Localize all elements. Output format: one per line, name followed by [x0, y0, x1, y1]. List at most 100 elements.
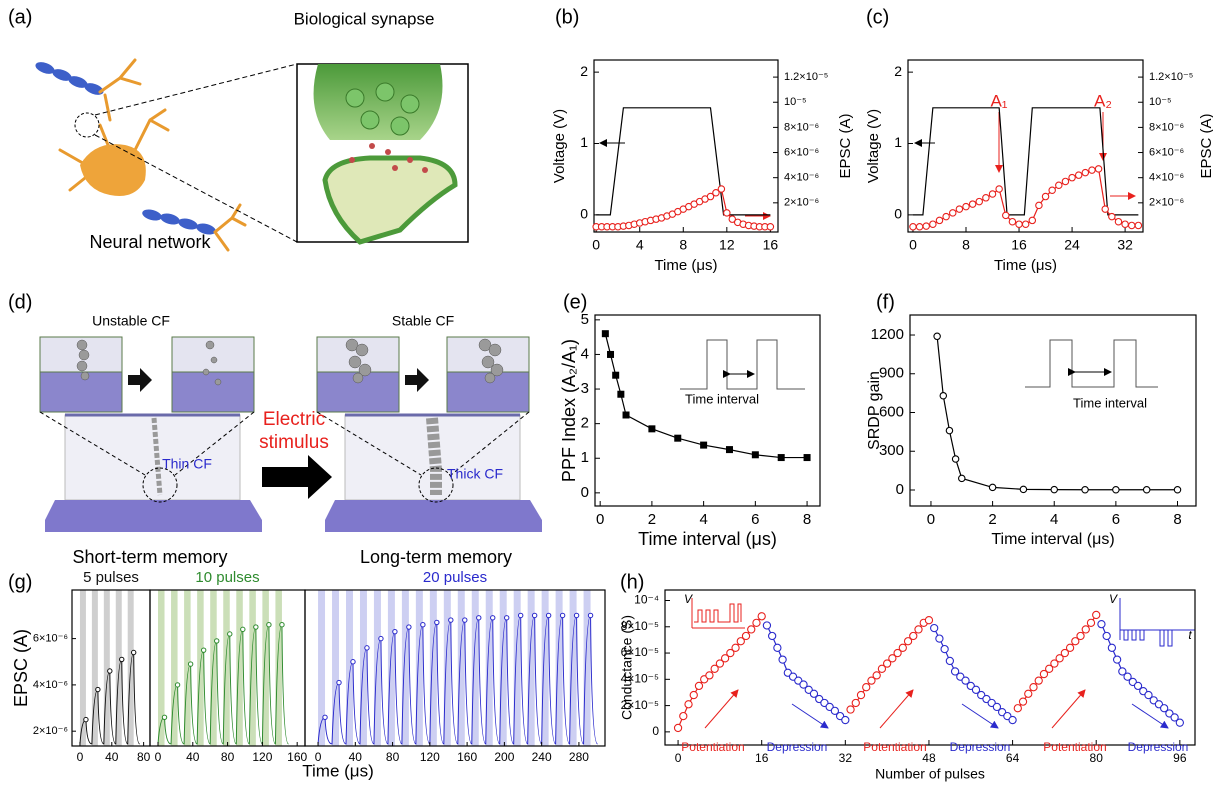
point — [757, 612, 766, 621]
trend-arrow — [879, 689, 914, 729]
chart: 0 40 80 5 pulses 0 40 80 120 160 10 pulses 0 40 80 12… — [11, 569, 606, 780]
peak-point — [490, 615, 496, 621]
arrow — [128, 368, 152, 392]
electrode — [325, 500, 542, 532]
x-tick-label: 8 — [679, 237, 687, 253]
peak-point — [434, 619, 440, 626]
x-tick-label: 4 — [1050, 511, 1058, 528]
x-tick-label: 0 — [77, 750, 84, 764]
plot-frame — [593, 59, 779, 233]
panel-label: (f) — [876, 291, 895, 313]
point — [1055, 654, 1064, 663]
x-tick-label: 24 — [1064, 237, 1080, 253]
point — [726, 648, 735, 658]
point — [612, 371, 620, 379]
point — [1108, 212, 1116, 221]
point — [705, 671, 714, 680]
x-tick-label: 280 — [569, 750, 589, 764]
point — [778, 655, 787, 664]
peak-point — [448, 617, 454, 623]
peak-point — [350, 659, 356, 665]
zoom-circle — [74, 112, 100, 138]
arrow — [405, 368, 429, 392]
y-tick-label: 3 — [581, 380, 589, 397]
x-tick-label: 64 — [1006, 751, 1020, 765]
trend-arrow — [791, 703, 829, 729]
y-tick-label: 300 — [879, 442, 904, 459]
pulse-band — [415, 590, 423, 746]
point — [898, 643, 907, 652]
point — [945, 656, 955, 666]
point — [955, 205, 964, 213]
point — [1097, 620, 1106, 629]
point — [689, 690, 698, 700]
point — [736, 637, 745, 646]
plot-frame — [909, 314, 1197, 507]
pulse-band — [541, 590, 549, 746]
pulse-band — [184, 590, 191, 746]
point — [601, 330, 609, 338]
x-tick-label: 32 — [1117, 237, 1133, 253]
point — [930, 623, 939, 633]
point — [893, 648, 902, 658]
x-tick-label: 0 — [675, 751, 682, 765]
y2-tick-label: 2×10⁻⁶ — [1149, 197, 1184, 209]
plot-frame — [594, 314, 821, 507]
zoom-line — [94, 63, 298, 116]
thin-filament — [151, 417, 163, 496]
x-tick-label: 0 — [155, 750, 162, 764]
pulse-band — [583, 590, 591, 746]
pulse-band — [387, 590, 395, 746]
point — [1076, 631, 1085, 641]
axon — [35, 62, 216, 235]
point — [1086, 618, 1096, 627]
x-tick-label: 0 — [596, 511, 604, 528]
series-label: Potentiation — [681, 740, 744, 754]
point — [1050, 659, 1059, 668]
zoom-lines — [39, 411, 530, 476]
diagram-a: Biological synapse Neural network — [35, 9, 469, 252]
peak-point — [545, 612, 552, 619]
x-tick-label: 80 — [1090, 751, 1104, 765]
y2-tick-label: 10⁻⁵ — [784, 96, 807, 108]
x-tick-label: 96 — [1173, 751, 1187, 765]
y2-tick-label: 4×10⁻⁶ — [1149, 172, 1184, 184]
y-tick-label: 4 — [581, 345, 589, 362]
point — [673, 723, 683, 733]
y-tick-label: 6×10⁻⁵ — [621, 645, 659, 659]
pulse-band — [569, 590, 577, 746]
x-tick-label: 8 — [1173, 511, 1181, 528]
point — [1134, 221, 1143, 230]
pulse-band — [373, 590, 381, 746]
annotation: A₁ — [990, 91, 1007, 110]
point — [841, 715, 850, 725]
x-tick-label: 160 — [287, 750, 307, 764]
point — [846, 705, 855, 714]
point — [922, 222, 930, 230]
pulse-band — [527, 590, 535, 746]
trend-arrow — [704, 689, 739, 729]
point — [909, 631, 918, 641]
chart: 0 2 4 6 8 0 1 2 3 4 5 Time interval (μs) PPF Index (… — [559, 311, 821, 549]
peak-point — [240, 626, 246, 633]
pulse-band — [513, 590, 521, 746]
y-tick-label: 2×10⁻⁵ — [621, 698, 659, 712]
point — [935, 216, 944, 225]
y2-axis-label: EPSC (A) — [1198, 113, 1213, 178]
pulse-band — [91, 590, 98, 746]
point — [747, 625, 756, 634]
pulse-band — [103, 590, 110, 746]
point — [766, 222, 775, 231]
point — [1061, 177, 1070, 186]
point — [951, 455, 960, 463]
point — [958, 474, 966, 483]
filament-atoms — [76, 338, 504, 386]
panel-labels: (a) (b) (c) (d) (e) (f) (g) (h) — [8, 6, 895, 593]
peak-point — [517, 612, 524, 619]
trend-arrow — [961, 703, 999, 729]
pulse-band — [223, 590, 230, 746]
point — [1002, 211, 1010, 220]
point — [1081, 168, 1090, 177]
point — [715, 659, 725, 668]
point — [992, 702, 1002, 712]
